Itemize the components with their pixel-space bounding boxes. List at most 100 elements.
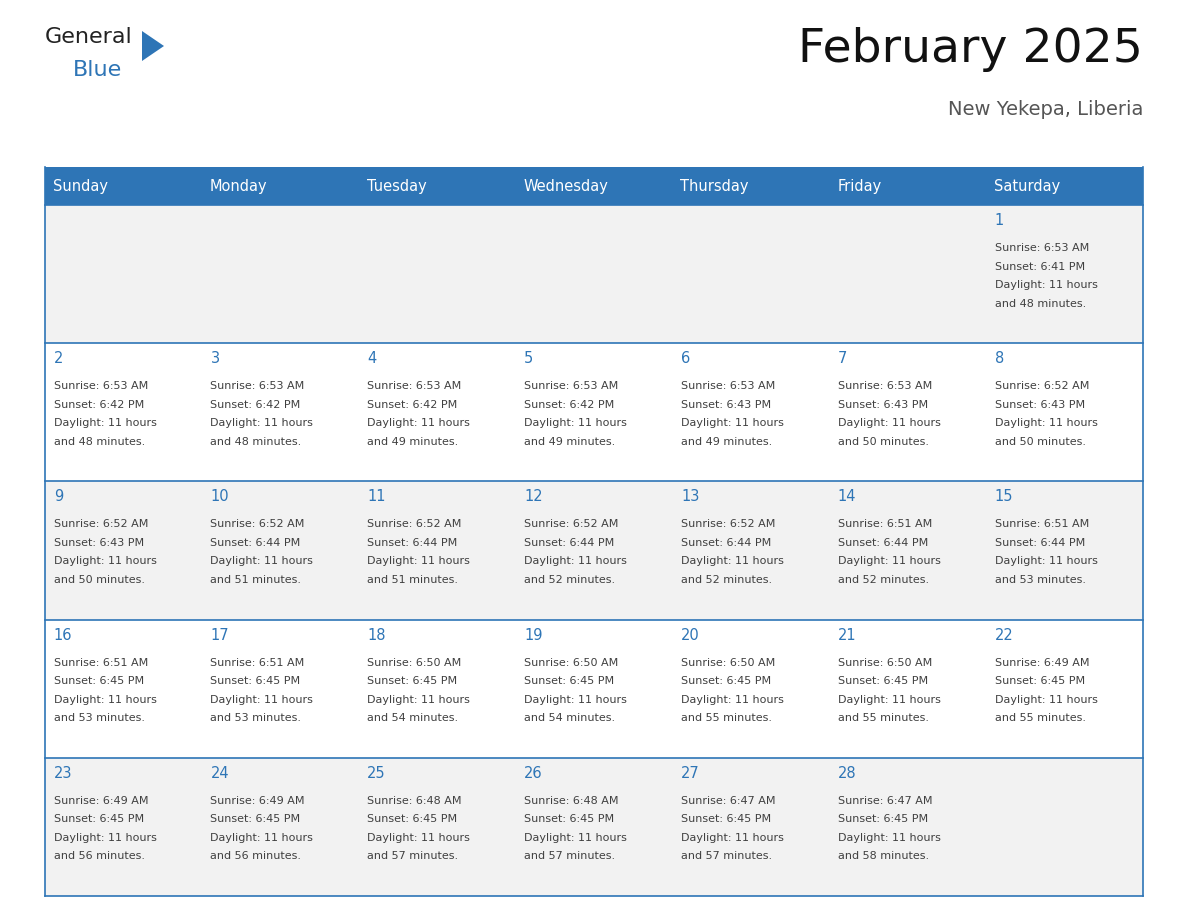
Text: 23: 23	[53, 766, 72, 781]
Text: Thursday: Thursday	[681, 178, 748, 194]
Text: Sunrise: 6:52 AM: Sunrise: 6:52 AM	[994, 381, 1089, 391]
Text: General: General	[45, 27, 133, 47]
Text: Sunrise: 6:48 AM: Sunrise: 6:48 AM	[367, 796, 462, 806]
Bar	[45, 343, 1143, 481]
Text: and 55 minutes.: and 55 minutes.	[681, 713, 772, 723]
Bar	[45, 620, 1143, 757]
Text: Sunrise: 6:51 AM: Sunrise: 6:51 AM	[838, 520, 933, 530]
Text: Sunset: 6:45 PM: Sunset: 6:45 PM	[681, 676, 771, 686]
Text: Sunset: 6:45 PM: Sunset: 6:45 PM	[210, 676, 301, 686]
Text: and 54 minutes.: and 54 minutes.	[524, 713, 615, 723]
Text: Sunset: 6:45 PM: Sunset: 6:45 PM	[53, 676, 144, 686]
Text: Daylight: 11 hours: Daylight: 11 hours	[838, 833, 941, 843]
Text: and 50 minutes.: and 50 minutes.	[994, 437, 1086, 447]
Text: 28: 28	[838, 766, 857, 781]
Text: and 48 minutes.: and 48 minutes.	[53, 437, 145, 447]
Text: and 53 minutes.: and 53 minutes.	[994, 575, 1086, 585]
Text: Sunrise: 6:53 AM: Sunrise: 6:53 AM	[681, 381, 776, 391]
Text: 26: 26	[524, 766, 543, 781]
Text: and 48 minutes.: and 48 minutes.	[210, 437, 302, 447]
Bar	[45, 757, 1143, 896]
Text: Sunrise: 6:49 AM: Sunrise: 6:49 AM	[53, 796, 148, 806]
Text: 18: 18	[367, 628, 386, 643]
Text: 6: 6	[681, 352, 690, 366]
Text: Monday: Monday	[210, 178, 267, 194]
Text: Sunrise: 6:53 AM: Sunrise: 6:53 AM	[838, 381, 933, 391]
Text: Sunrise: 6:47 AM: Sunrise: 6:47 AM	[681, 796, 776, 806]
Text: Sunrise: 6:50 AM: Sunrise: 6:50 AM	[681, 657, 776, 667]
Text: Daylight: 11 hours: Daylight: 11 hours	[210, 833, 314, 843]
Text: Daylight: 11 hours: Daylight: 11 hours	[524, 695, 627, 705]
Text: Daylight: 11 hours: Daylight: 11 hours	[524, 556, 627, 566]
Text: and 57 minutes.: and 57 minutes.	[524, 851, 615, 861]
Text: 12: 12	[524, 489, 543, 504]
Text: 10: 10	[210, 489, 229, 504]
Text: Daylight: 11 hours: Daylight: 11 hours	[994, 556, 1098, 566]
Text: Wednesday: Wednesday	[524, 178, 608, 194]
Text: and 49 minutes.: and 49 minutes.	[681, 437, 772, 447]
Text: Sunset: 6:43 PM: Sunset: 6:43 PM	[838, 399, 928, 409]
Text: and 56 minutes.: and 56 minutes.	[53, 851, 145, 861]
Text: Friday: Friday	[838, 178, 881, 194]
Text: and 49 minutes.: and 49 minutes.	[524, 437, 615, 447]
Text: Daylight: 11 hours: Daylight: 11 hours	[524, 419, 627, 428]
Text: Sunset: 6:44 PM: Sunset: 6:44 PM	[994, 538, 1085, 548]
Text: and 50 minutes.: and 50 minutes.	[838, 437, 929, 447]
Text: Sunset: 6:44 PM: Sunset: 6:44 PM	[681, 538, 771, 548]
Text: Daylight: 11 hours: Daylight: 11 hours	[838, 695, 941, 705]
Text: Sunrise: 6:51 AM: Sunrise: 6:51 AM	[53, 657, 147, 667]
Text: Daylight: 11 hours: Daylight: 11 hours	[681, 833, 784, 843]
Text: Sunset: 6:41 PM: Sunset: 6:41 PM	[994, 262, 1085, 272]
Text: 24: 24	[210, 766, 229, 781]
Text: 8: 8	[994, 352, 1004, 366]
Text: Sunset: 6:43 PM: Sunset: 6:43 PM	[681, 399, 771, 409]
Text: Sunrise: 6:49 AM: Sunrise: 6:49 AM	[210, 796, 305, 806]
Text: and 54 minutes.: and 54 minutes.	[367, 713, 459, 723]
Text: Sunrise: 6:51 AM: Sunrise: 6:51 AM	[210, 657, 305, 667]
Text: Daylight: 11 hours: Daylight: 11 hours	[681, 419, 784, 428]
Text: Sunrise: 6:51 AM: Sunrise: 6:51 AM	[994, 520, 1089, 530]
Text: and 48 minutes.: and 48 minutes.	[994, 298, 1086, 308]
Text: Sunset: 6:45 PM: Sunset: 6:45 PM	[524, 676, 614, 686]
Text: Sunset: 6:44 PM: Sunset: 6:44 PM	[838, 538, 928, 548]
Text: Daylight: 11 hours: Daylight: 11 hours	[210, 419, 314, 428]
Text: Sunset: 6:45 PM: Sunset: 6:45 PM	[210, 814, 301, 824]
Text: Sunset: 6:45 PM: Sunset: 6:45 PM	[524, 814, 614, 824]
Text: Sunrise: 6:53 AM: Sunrise: 6:53 AM	[994, 243, 1089, 253]
Text: and 53 minutes.: and 53 minutes.	[210, 713, 302, 723]
Text: Sunset: 6:44 PM: Sunset: 6:44 PM	[210, 538, 301, 548]
Text: 7: 7	[838, 352, 847, 366]
Text: Daylight: 11 hours: Daylight: 11 hours	[994, 280, 1098, 290]
Text: 1: 1	[994, 213, 1004, 228]
Text: 3: 3	[210, 352, 220, 366]
Text: and 57 minutes.: and 57 minutes.	[681, 851, 772, 861]
Text: 25: 25	[367, 766, 386, 781]
Text: February 2025: February 2025	[798, 27, 1143, 72]
Text: 14: 14	[838, 489, 857, 504]
Text: 9: 9	[53, 489, 63, 504]
Text: Daylight: 11 hours: Daylight: 11 hours	[367, 419, 470, 428]
Text: Sunset: 6:45 PM: Sunset: 6:45 PM	[53, 814, 144, 824]
Text: Tuesday: Tuesday	[367, 178, 426, 194]
Text: 22: 22	[994, 628, 1013, 643]
Text: Daylight: 11 hours: Daylight: 11 hours	[367, 556, 470, 566]
Text: Sunrise: 6:52 AM: Sunrise: 6:52 AM	[524, 520, 619, 530]
Text: Daylight: 11 hours: Daylight: 11 hours	[367, 695, 470, 705]
Polygon shape	[143, 31, 164, 61]
Text: and 50 minutes.: and 50 minutes.	[53, 575, 145, 585]
Text: Sunrise: 6:47 AM: Sunrise: 6:47 AM	[838, 796, 933, 806]
Text: 13: 13	[681, 489, 700, 504]
Text: 17: 17	[210, 628, 229, 643]
Text: Sunset: 6:45 PM: Sunset: 6:45 PM	[838, 814, 928, 824]
Text: Daylight: 11 hours: Daylight: 11 hours	[994, 695, 1098, 705]
Text: Sunrise: 6:53 AM: Sunrise: 6:53 AM	[53, 381, 147, 391]
Text: Sunset: 6:45 PM: Sunset: 6:45 PM	[838, 676, 928, 686]
Text: and 52 minutes.: and 52 minutes.	[524, 575, 615, 585]
Text: 21: 21	[838, 628, 857, 643]
Text: Sunrise: 6:52 AM: Sunrise: 6:52 AM	[210, 520, 305, 530]
Text: and 52 minutes.: and 52 minutes.	[681, 575, 772, 585]
Text: Sunrise: 6:50 AM: Sunrise: 6:50 AM	[838, 657, 933, 667]
Bar	[45, 481, 1143, 620]
Text: Sunset: 6:42 PM: Sunset: 6:42 PM	[524, 399, 614, 409]
Text: Daylight: 11 hours: Daylight: 11 hours	[838, 556, 941, 566]
